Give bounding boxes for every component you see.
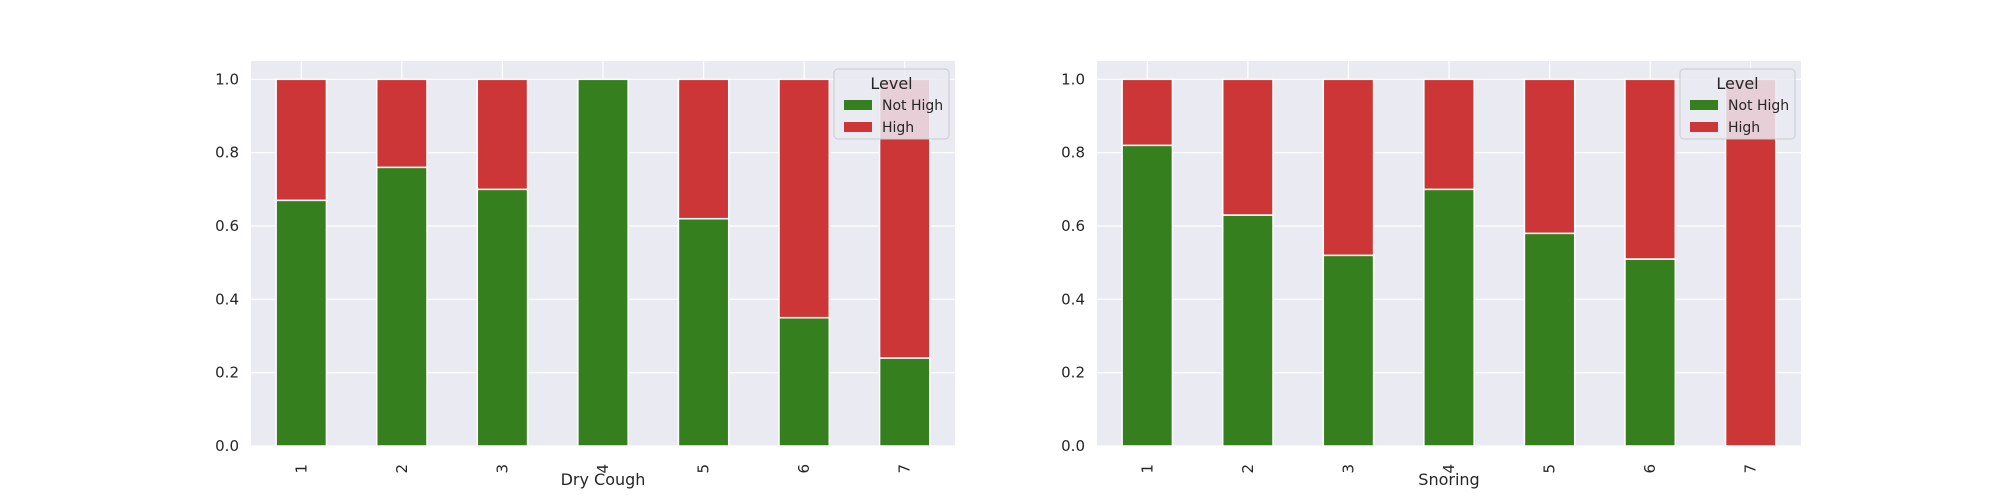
bar-not-high-2 <box>1221 214 1274 447</box>
bar-not-high-3 <box>476 188 529 447</box>
bar-not-high-3 <box>1322 254 1375 447</box>
x-axis-label: Dry Cough <box>561 470 646 489</box>
legend-title: Level <box>870 74 912 93</box>
bar-not-high-6 <box>778 316 831 447</box>
bar-high-2 <box>1221 78 1274 216</box>
bar-high-5 <box>1523 78 1576 235</box>
chart-panel-2: 0.0 0.2 0.4 0.6 0.8 1.0 1 2 3 4 5 6 7 Snoring Level Not… <box>1061 61 1801 489</box>
y-tick-label: 0.0 <box>215 437 239 455</box>
legend: Level Not High High <box>1679 68 1796 140</box>
y-tick-label: 0.2 <box>215 364 239 382</box>
y-tick-label: 1.0 <box>215 70 239 88</box>
bar-not-high-1 <box>275 199 328 447</box>
y-tick-label: 0.8 <box>215 144 239 162</box>
y-tick-label: 0.4 <box>215 290 239 308</box>
y-tick-label: 1.0 <box>1061 70 1085 88</box>
bar-high-1 <box>1121 78 1174 147</box>
legend-box <box>833 68 950 140</box>
bar-high-2 <box>375 78 428 169</box>
chart-panel-1: 0.0 0.2 0.4 0.6 0.8 1.0 1 2 3 4 5 6 7 Dry Cough Level N… <box>215 61 955 489</box>
bar-not-high-6 <box>1624 258 1677 447</box>
bar-not-high-4 <box>577 78 629 447</box>
x-tick-label: 3 <box>493 464 511 474</box>
x-tick-label: 4 <box>594 464 612 474</box>
bar-not-high-1 <box>1121 144 1174 447</box>
bar-high-5 <box>677 78 730 220</box>
bar-not-high-4 <box>1423 188 1475 447</box>
y-tick-label: 0.4 <box>1061 290 1085 308</box>
bar-high-3 <box>1322 78 1375 257</box>
bar-not-high-2 <box>375 166 428 447</box>
x-tick-label: 5 <box>1541 464 1559 474</box>
bar-high-6 <box>1624 78 1677 260</box>
x-axis-label: Snoring <box>1418 470 1479 489</box>
legend-entry: Not High <box>882 98 943 114</box>
x-tick-label: 1 <box>1138 464 1156 474</box>
y-tick-label: 0.0 <box>1061 437 1085 455</box>
legend-swatch <box>1690 100 1718 110</box>
x-tick-label: 4 <box>1440 464 1458 474</box>
legend-title: Level <box>1716 74 1758 93</box>
bar-high-7 <box>1724 78 1777 447</box>
bar-not-high-5 <box>677 217 730 447</box>
y-tick-label: 0.6 <box>215 217 239 235</box>
legend-entry: High <box>882 120 914 136</box>
x-tick-label: 7 <box>1742 464 1760 474</box>
legend-box <box>1679 68 1796 140</box>
legend-swatch <box>1690 122 1718 132</box>
x-tick-label: 6 <box>1641 464 1659 474</box>
legend: Level Not High High <box>833 68 950 140</box>
y-tick-label: 0.6 <box>1061 217 1085 235</box>
bar-high-6 <box>778 78 831 319</box>
bar-not-high-7 <box>878 357 931 447</box>
x-tick-label: 6 <box>795 464 813 474</box>
bar-high-1 <box>275 78 328 202</box>
x-tick-label: 2 <box>393 464 411 474</box>
x-tick-label: 5 <box>695 464 713 474</box>
x-tick-label: 2 <box>1239 464 1257 474</box>
legend-entry: Not High <box>1728 98 1789 114</box>
x-tick-label: 7 <box>896 464 914 474</box>
legend-swatch <box>844 122 872 132</box>
x-tick-label: 3 <box>1339 464 1357 474</box>
y-tick-label: 0.8 <box>1061 144 1085 162</box>
y-tick-label: 0.2 <box>1061 364 1085 382</box>
bar-not-high-5 <box>1523 232 1576 447</box>
legend-swatch <box>844 100 872 110</box>
x-tick-label: 1 <box>292 464 310 474</box>
legend-entry: High <box>1728 120 1760 136</box>
bar-high-3 <box>476 78 529 191</box>
bar-high-4 <box>1423 78 1475 191</box>
